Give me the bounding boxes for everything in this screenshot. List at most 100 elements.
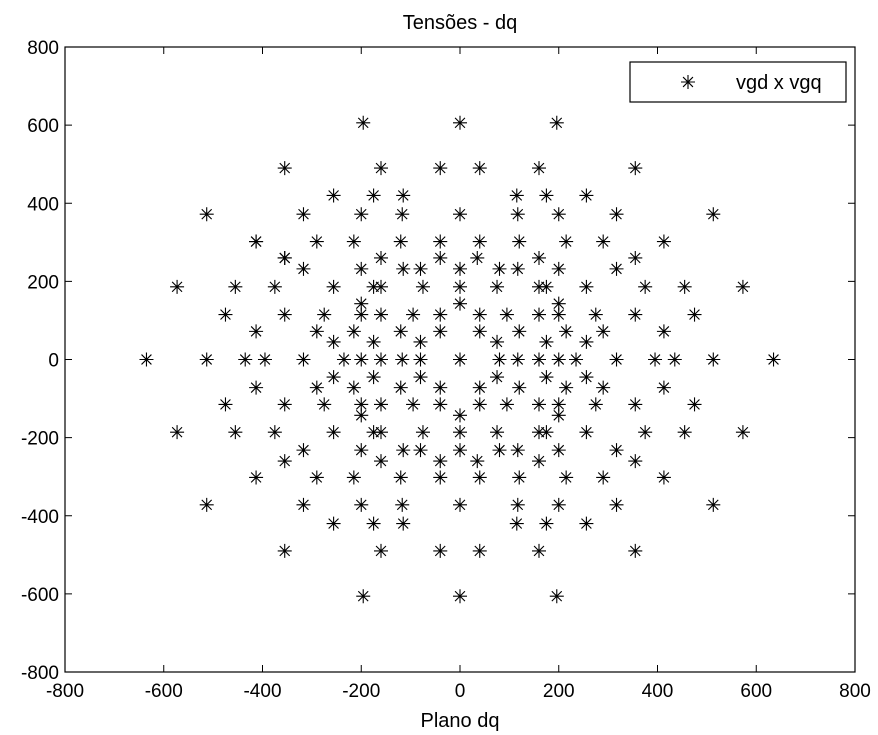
- data-point: [509, 188, 524, 203]
- data-point: [406, 307, 421, 322]
- data-point: [374, 397, 388, 412]
- data-point: [433, 307, 448, 322]
- data-point: [472, 161, 487, 176]
- data-point: [356, 115, 371, 130]
- data-point: [296, 443, 311, 458]
- data-point: [532, 425, 546, 440]
- data-point: [549, 589, 564, 604]
- data-point: [687, 307, 702, 322]
- data-point: [396, 443, 411, 458]
- data-point: [609, 497, 624, 512]
- data-point: [551, 408, 566, 423]
- data-point: [532, 161, 546, 176]
- data-point: [472, 543, 487, 558]
- y-tick-label: 800: [27, 38, 59, 59]
- data-point: [354, 352, 369, 367]
- data-point: [366, 188, 381, 203]
- y-tick-label: 600: [27, 116, 59, 137]
- data-point: [139, 352, 154, 367]
- data-point: [628, 307, 643, 322]
- data-point: [539, 279, 554, 294]
- data-point: [218, 307, 233, 322]
- axis-ticks: -800 -600 -400 -200 0 200 400 600 800 -800 -600 -40…: [21, 38, 871, 702]
- data-point: [551, 296, 566, 311]
- data-point: [656, 470, 671, 485]
- data-point: [453, 443, 467, 458]
- data-point: [499, 307, 514, 322]
- data-point: [706, 207, 721, 222]
- data-point: [396, 188, 411, 203]
- data-point: [628, 454, 643, 469]
- data-point: [609, 352, 624, 367]
- data-point: [374, 352, 388, 367]
- data-point: [354, 443, 369, 458]
- data-point: [551, 443, 566, 458]
- data-point: [470, 250, 485, 265]
- data-point: [532, 352, 546, 367]
- data-point: [393, 380, 408, 395]
- data-point: [309, 470, 324, 485]
- data-point: [374, 543, 388, 558]
- data-point: [249, 380, 264, 395]
- data-point: [490, 425, 505, 440]
- data-point: [512, 324, 527, 339]
- data-point: [413, 370, 428, 385]
- data-point: [559, 234, 574, 249]
- data-point: [453, 207, 467, 222]
- data-point: [735, 279, 750, 294]
- data-point: [393, 324, 408, 339]
- x-tick-label: -800: [46, 681, 84, 702]
- data-point: [433, 161, 448, 176]
- data-point: [415, 425, 430, 440]
- data-point: [374, 279, 388, 294]
- data-point: [354, 261, 369, 276]
- data-point: [551, 207, 566, 222]
- data-point: [317, 307, 332, 322]
- y-tick-label: 0: [48, 351, 59, 372]
- data-point: [492, 443, 507, 458]
- data-point: [588, 397, 603, 412]
- data-point: [228, 425, 243, 440]
- data-point: [374, 425, 388, 440]
- data-point: [415, 279, 430, 294]
- data-point: [326, 370, 341, 385]
- data-point: [170, 425, 185, 440]
- data-point: [317, 397, 332, 412]
- data-point: [677, 279, 692, 294]
- data-point: [433, 454, 448, 469]
- x-tick-label: -200: [342, 681, 380, 702]
- data-point: [532, 454, 546, 469]
- data-point: [374, 161, 388, 176]
- data-point: [706, 497, 721, 512]
- data-point: [579, 516, 594, 531]
- data-point: [609, 207, 624, 222]
- data-point: [199, 497, 214, 512]
- x-tick-label: -400: [243, 681, 281, 702]
- data-point: [396, 516, 411, 531]
- data-point: [395, 497, 410, 512]
- y-tick-label: 400: [27, 194, 59, 215]
- x-tick-label: 400: [642, 681, 674, 702]
- data-point: [296, 352, 311, 367]
- data-point: [735, 425, 750, 440]
- data-point: [472, 307, 487, 322]
- data-point: [406, 397, 421, 412]
- data-point: [512, 380, 527, 395]
- data-point: [267, 425, 282, 440]
- data-point: [656, 234, 671, 249]
- data-point: [413, 352, 428, 367]
- data-point: [569, 352, 584, 367]
- data-point: [354, 207, 369, 222]
- data-point: [346, 324, 361, 339]
- data-point: [492, 261, 507, 276]
- data-point: [551, 497, 566, 512]
- data-point: [492, 352, 507, 367]
- data-point: [277, 161, 292, 176]
- data-point: [296, 497, 311, 512]
- data-point: [539, 188, 554, 203]
- data-point: [433, 543, 448, 558]
- legend-marker: [681, 75, 695, 89]
- data-point: [354, 397, 369, 412]
- data-point: [596, 234, 611, 249]
- data-point: [549, 115, 564, 130]
